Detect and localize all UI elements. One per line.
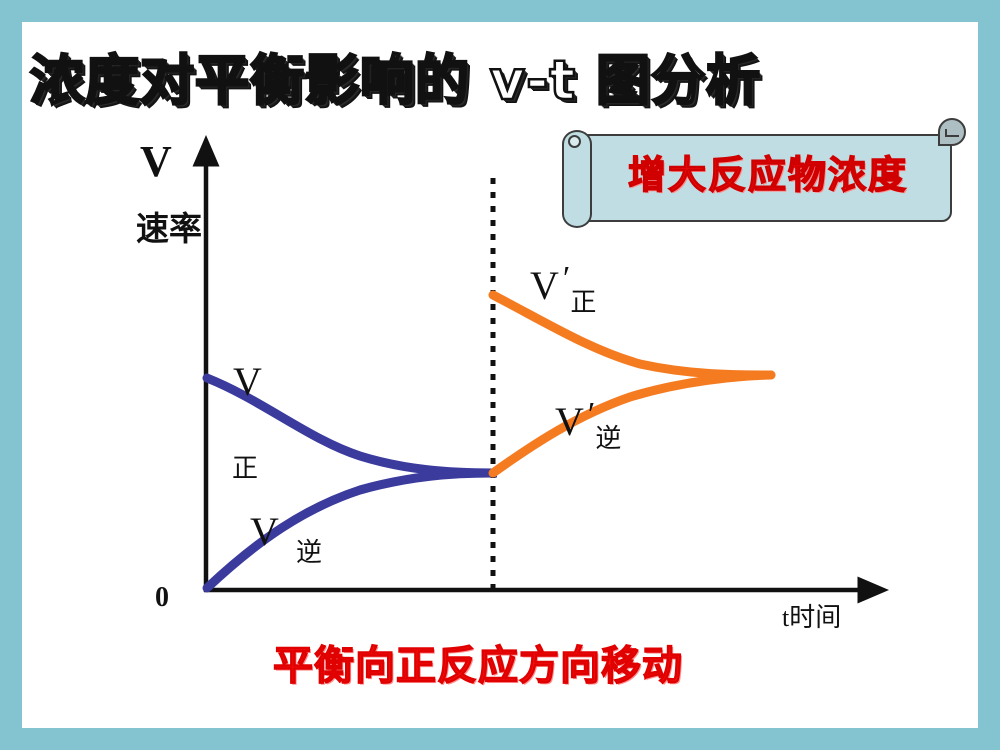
curve-label-v-forward-prime: V ′正 [530, 260, 596, 318]
curve-label-v-reverse-prime-mark: ′ [587, 396, 596, 433]
curve-label-v-reverse-prime: V ′逆 [555, 396, 621, 454]
y-axis-label: 速率 [136, 209, 202, 248]
curve-label-v-forward: V [233, 358, 262, 405]
curve-label-v-reverse-prime-sub: 逆 [595, 424, 622, 454]
curve-label-v-reverse-sub: 逆 [296, 538, 323, 568]
curve-label-v-reverse-base: V [250, 509, 279, 554]
scroll-banner-text: 增大反应物浓度 [627, 152, 908, 197]
scroll-curl-right-icon [938, 118, 966, 146]
scroll-curl-left-icon [562, 130, 592, 228]
curve-label-v-forward-prime-base: V [530, 263, 559, 308]
y-axis-symbol: V [140, 137, 172, 186]
curve-label-v-forward-sub: 正 [232, 454, 259, 484]
scroll-banner: 增大反应物浓度 [548, 118, 972, 228]
page-title: 浓度对平衡影响的 v-t 图分析 [29, 48, 762, 114]
origin-label: 0 [155, 582, 169, 613]
curve-label-v-forward-prime-sub: 正 [570, 288, 597, 318]
curve-label-v-reverse-prime-base: V [555, 399, 584, 444]
curve-label-v-forward-subscript: 正 [232, 448, 258, 485]
curve-label-v-reverse-subscript: 逆 [296, 532, 322, 569]
conclusion-caption: 平衡向正反应方向移动 [272, 642, 683, 689]
curve-label-v-forward-base: V [233, 359, 262, 404]
x-axis-label: t时间 [782, 597, 841, 634]
scroll-banner-body [574, 134, 952, 222]
x-axis-symbol: t [782, 603, 790, 632]
curve-label-v-forward-prime-mark: ′ [562, 260, 571, 297]
x-axis-label-text: 时间 [789, 603, 842, 633]
curve-label-v-reverse: V [250, 508, 279, 555]
